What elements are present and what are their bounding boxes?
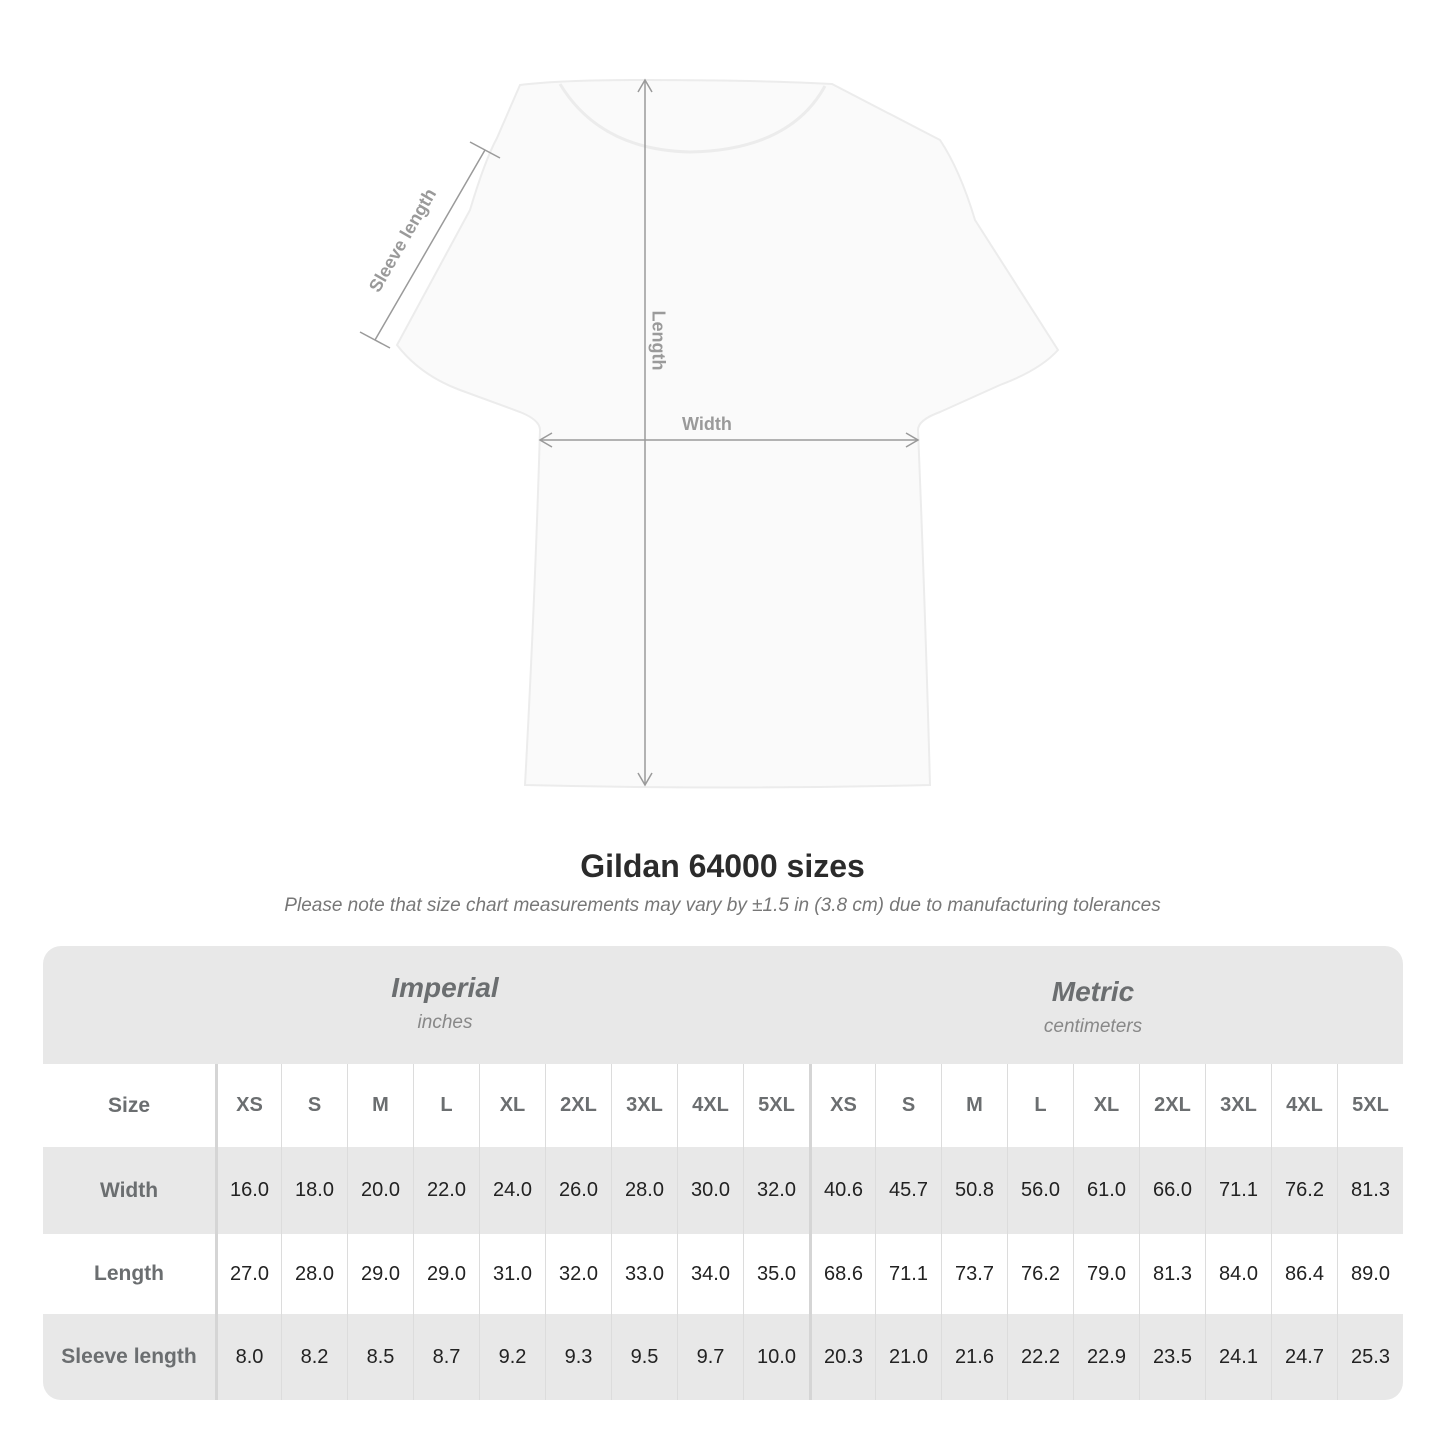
- value-cell: 20.3: [809, 1314, 875, 1400]
- value-cell: 76.2: [1271, 1147, 1337, 1234]
- sleeve-line: [374, 149, 486, 341]
- value-cell: 9.3: [545, 1314, 611, 1400]
- size-table: Imperial inches Metric centimeters Size X…: [43, 946, 1403, 1400]
- size-header-cell: S: [281, 1064, 347, 1147]
- size-header-cell: 4XL: [677, 1064, 743, 1147]
- page-title: Gildan 64000 sizes: [580, 848, 865, 884]
- value-cell: 28.0: [281, 1234, 347, 1314]
- size-header-cell: XL: [1073, 1064, 1139, 1147]
- size-header-row: Size XS S M L XL 2XL 3XL 4XL 5XL XS S M L XL 2XL 3XL 4XL 5…: [43, 1064, 1403, 1147]
- value-cell: 18.0: [281, 1147, 347, 1234]
- value-cell: 71.1: [875, 1234, 941, 1314]
- value-cell: 20.0: [347, 1147, 413, 1234]
- value-cell: 71.1: [1205, 1147, 1271, 1234]
- value-cell: 25.3: [1337, 1314, 1403, 1400]
- table-row: Length 27.0 28.0 29.0 29.0 31.0 32.0 33.0 34.0 35…: [43, 1234, 1403, 1314]
- value-cell: 8.7: [413, 1314, 479, 1400]
- value-cell: 73.7: [941, 1234, 1007, 1314]
- length-arrow-top: [637, 78, 653, 93]
- value-cell: 27.0: [215, 1234, 281, 1314]
- length-label: Length: [648, 310, 669, 371]
- value-cell: 22.9: [1073, 1314, 1139, 1400]
- value-cell: 89.0: [1337, 1234, 1403, 1314]
- value-cell: 32.0: [545, 1234, 611, 1314]
- value-cell: 76.2: [1007, 1234, 1073, 1314]
- value-cell: 8.0: [215, 1314, 281, 1400]
- value-cell: 66.0: [1139, 1147, 1205, 1234]
- value-cell: 84.0: [1205, 1234, 1271, 1314]
- value-cell: 24.7: [1271, 1314, 1337, 1400]
- size-header-cell: L: [413, 1064, 479, 1147]
- value-cell: 8.5: [347, 1314, 413, 1400]
- size-header-cell: 3XL: [611, 1064, 677, 1147]
- width-arrow-left: [538, 432, 553, 448]
- value-cell: 68.6: [809, 1234, 875, 1314]
- value-cell: 34.0: [677, 1234, 743, 1314]
- size-header-cell: M: [941, 1064, 1007, 1147]
- imperial-unit: inches: [417, 1012, 473, 1033]
- size-header-cell: 5XL: [1337, 1064, 1403, 1147]
- size-header-cell: XS: [809, 1064, 875, 1147]
- metric-unit: centimeters: [1043, 1016, 1143, 1037]
- table-row: Width 16.0 18.0 20.0 22.0 24.0 26.0 28.0 30.0 32.…: [43, 1147, 1403, 1234]
- value-cell: 32.0: [743, 1147, 809, 1234]
- row-label: Sleeve length: [61, 1345, 197, 1368]
- metric-header: Metric centimeters: [796, 976, 1390, 1038]
- row-label: Width: [99, 1178, 159, 1202]
- value-cell: 23.5: [1139, 1314, 1205, 1400]
- tolerance-note: Please note that size chart measurements…: [284, 895, 1161, 916]
- value-cell: 24.1: [1205, 1314, 1271, 1400]
- table-row: Sleeve length 8.0 8.2 8.5 8.7 9.2 9.3 9.5 9.7 10.…: [43, 1314, 1403, 1400]
- value-cell: 29.0: [347, 1234, 413, 1314]
- value-cell: 33.0: [611, 1234, 677, 1314]
- size-header-cell: M: [347, 1064, 413, 1147]
- value-cell: 26.0: [545, 1147, 611, 1234]
- imperial-title: Imperial: [391, 972, 499, 1003]
- value-cell: 61.0: [1073, 1147, 1139, 1234]
- row-label: Length: [94, 1262, 164, 1285]
- value-cell: 56.0: [1007, 1147, 1073, 1234]
- value-cell: 21.6: [941, 1314, 1007, 1400]
- imperial-header: Imperial inches: [148, 972, 742, 1034]
- value-cell: 16.0: [215, 1147, 281, 1234]
- value-cell: 50.8: [941, 1147, 1007, 1234]
- value-cell: 86.4: [1271, 1234, 1337, 1314]
- size-header-cell: 2XL: [545, 1064, 611, 1147]
- size-header-cell: 5XL: [743, 1064, 809, 1147]
- value-cell: 22.0: [413, 1147, 479, 1234]
- value-cell: 9.2: [479, 1314, 545, 1400]
- value-cell: 35.0: [743, 1234, 809, 1314]
- value-cell: 31.0: [479, 1234, 545, 1314]
- value-cell: 79.0: [1073, 1234, 1139, 1314]
- value-cell: 29.0: [413, 1234, 479, 1314]
- tshirt-diagram: [359, 78, 1060, 789]
- size-header-cell: 2XL: [1139, 1064, 1205, 1147]
- width-label: Width: [682, 414, 732, 434]
- collar: [558, 83, 827, 154]
- metric-title: Metric: [1051, 976, 1135, 1007]
- value-cell: 45.7: [875, 1147, 941, 1234]
- value-cell: 9.7: [677, 1314, 743, 1400]
- size-header-cell: L: [1007, 1064, 1073, 1147]
- value-cell: 8.2: [281, 1314, 347, 1400]
- value-cell: 81.3: [1139, 1234, 1205, 1314]
- value-cell: 40.6: [809, 1147, 875, 1234]
- row-label: Size: [107, 1093, 151, 1117]
- size-header-cell: XL: [479, 1064, 545, 1147]
- size-header-cell: 4XL: [1271, 1064, 1337, 1147]
- tshirt-shape: [395, 78, 1060, 789]
- size-header-cell: XS: [215, 1064, 281, 1147]
- size-header-cell: 3XL: [1205, 1064, 1271, 1147]
- value-cell: 22.2: [1007, 1314, 1073, 1400]
- value-cell: 30.0: [677, 1147, 743, 1234]
- value-cell: 28.0: [611, 1147, 677, 1234]
- value-cell: 9.5: [611, 1314, 677, 1400]
- length-arrow-bottom: [637, 772, 653, 787]
- value-cell: 81.3: [1337, 1147, 1403, 1234]
- value-cell: 21.0: [875, 1314, 941, 1400]
- size-header-cell: S: [875, 1064, 941, 1147]
- value-cell: 10.0: [743, 1314, 809, 1400]
- width-arrow-right: [905, 432, 920, 448]
- value-cell: 24.0: [479, 1147, 545, 1234]
